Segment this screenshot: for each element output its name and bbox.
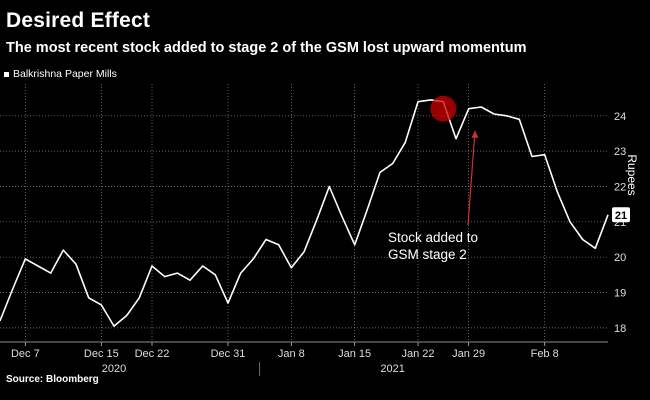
- series-line: [0, 99, 609, 327]
- data-point: [100, 304, 102, 306]
- data-point: [75, 263, 77, 265]
- data-point: [87, 297, 89, 299]
- legend-label: Balkrishna Paper Mills: [13, 68, 117, 80]
- data-point: [290, 267, 292, 269]
- y-tick-label: 19: [614, 288, 626, 300]
- data-point: [277, 244, 279, 246]
- data-point: [214, 274, 216, 276]
- data-point: [480, 106, 482, 108]
- data-point: [417, 100, 419, 102]
- data-point: [24, 258, 26, 260]
- data-point: [607, 214, 609, 216]
- data-point: [163, 275, 165, 277]
- data-point: [594, 247, 596, 249]
- data-point: [328, 185, 330, 187]
- data-point: [303, 251, 305, 253]
- x-tick-label: Jan 22: [401, 348, 434, 360]
- data-point: [518, 118, 520, 120]
- data-point: [189, 279, 191, 281]
- annotation-arrowhead: [471, 130, 479, 138]
- data-point: [11, 288, 13, 290]
- x-year-label: 2021: [380, 363, 404, 375]
- legend-swatch: [4, 71, 9, 77]
- x-tick-label: Dec 7: [11, 348, 40, 360]
- data-point: [391, 162, 393, 164]
- data-point: [467, 108, 469, 110]
- chart-title: Desired Effect: [6, 9, 151, 32]
- data-point: [252, 258, 254, 260]
- chart-subtitle: The most recent stock added to stage 2 o…: [6, 40, 527, 56]
- data-point: [49, 272, 51, 274]
- y-tick-label: 20: [614, 252, 626, 264]
- x-axis: Dec 7 Dec 15 Dec 22 Dec 31 Jan 8 Jan 15 Jan 22…: [0, 341, 608, 376]
- gridlines: [0, 84, 608, 342]
- data-point: [379, 171, 381, 173]
- data-point: [429, 99, 431, 101]
- data-point: [227, 302, 229, 304]
- annotation-marker: [430, 95, 457, 122]
- data-point: [37, 265, 39, 267]
- annotation-text-line: GSM stage 2: [388, 247, 467, 262]
- last-value-label: 21: [615, 210, 627, 222]
- x-tick-label: Jan 29: [452, 348, 485, 360]
- data-point: [493, 113, 495, 115]
- data-point: [239, 272, 241, 274]
- x-tick-label: Dec 31: [211, 348, 246, 360]
- legend: Balkrishna Paper Mills: [4, 66, 117, 82]
- y-axis-title: Rupees: [625, 154, 639, 195]
- x-tick-label: Jan 15: [338, 348, 371, 360]
- data-point: [125, 314, 127, 316]
- last-value-badge: [612, 207, 630, 223]
- series: 21: [0, 99, 630, 327]
- x-tick-label: Dec 22: [135, 348, 170, 360]
- data-point: [531, 155, 533, 157]
- data-point: [315, 219, 317, 221]
- data-point: [341, 215, 343, 217]
- x-tick-label: Feb 8: [531, 348, 559, 360]
- data-point: [265, 238, 267, 240]
- source-note: Source: Bloomberg: [6, 374, 99, 385]
- data-point: [556, 191, 558, 193]
- data-point: [404, 141, 406, 143]
- annotation-text-line: Stock added to: [388, 230, 478, 245]
- y-tick-label: 23: [614, 146, 626, 158]
- x-tick-label: Dec 15: [84, 348, 119, 360]
- data-point: [113, 325, 115, 327]
- y-tick-label: 24: [614, 111, 626, 123]
- y-tick-label: 18: [614, 323, 626, 335]
- x-tick-label: Jan 8: [278, 348, 305, 360]
- y-axis: 18 19 20 21 22 23 24 Rupees: [614, 111, 639, 335]
- data-point: [353, 244, 355, 246]
- data-point: [455, 138, 457, 140]
- data-point: [62, 249, 64, 251]
- data-point: [138, 297, 140, 299]
- annotation-arrow: [467, 130, 476, 226]
- data-point: [366, 208, 368, 210]
- annotation: Stock added to GSM stage 2: [388, 95, 479, 262]
- data-point: [543, 153, 545, 155]
- y-tick-label: 22: [614, 181, 626, 193]
- data-point: [151, 265, 153, 267]
- data-point: [569, 221, 571, 223]
- data-point: [176, 272, 178, 274]
- data-point: [505, 115, 507, 117]
- x-year-label: 2020: [102, 363, 126, 375]
- data-point: [201, 265, 203, 267]
- data-point: [581, 238, 583, 240]
